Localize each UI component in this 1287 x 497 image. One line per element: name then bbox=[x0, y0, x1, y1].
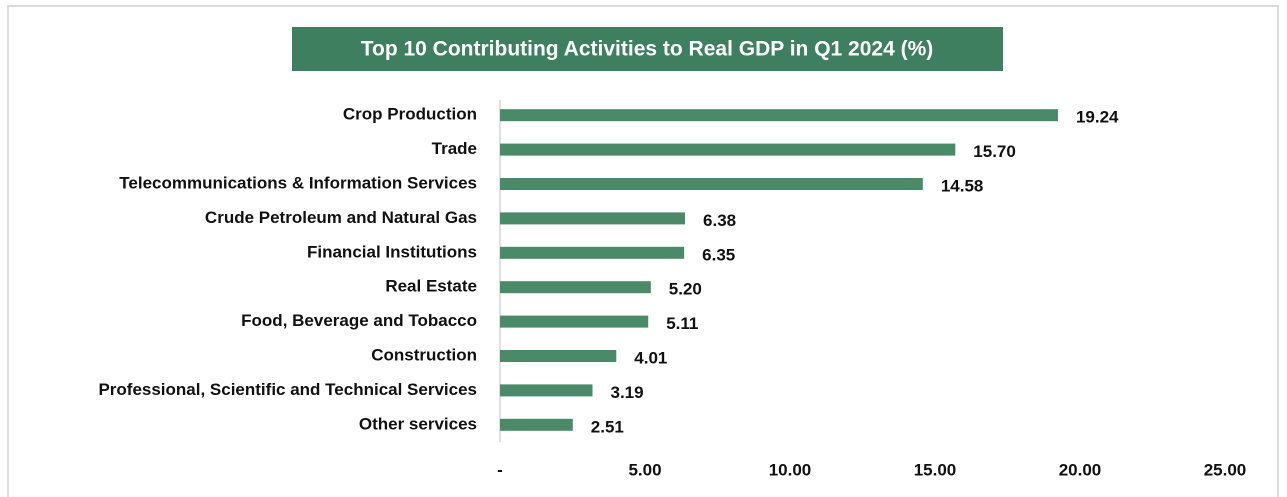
bar bbox=[500, 246, 685, 259]
value-label: 15.70 bbox=[973, 142, 1016, 161]
value-label: 19.24 bbox=[1076, 108, 1119, 127]
bar bbox=[500, 281, 651, 294]
title-box bbox=[292, 27, 1003, 71]
value-label: 2.51 bbox=[591, 417, 624, 436]
value-label: 14.58 bbox=[941, 176, 984, 195]
x-tick-label: 20.00 bbox=[1059, 460, 1102, 479]
x-tick-label: 10.00 bbox=[769, 460, 812, 479]
value-label: 3.19 bbox=[611, 383, 644, 402]
y-tick-label: Construction bbox=[371, 345, 477, 364]
x-tick-label: 25.00 bbox=[1204, 460, 1247, 479]
bar bbox=[500, 143, 956, 156]
bar bbox=[500, 384, 593, 397]
chart-title: Top 10 Contributing Activities to Real G… bbox=[361, 38, 934, 61]
bar bbox=[500, 212, 686, 225]
value-label: 5.11 bbox=[666, 314, 698, 333]
y-tick-label: Crop Production bbox=[343, 105, 477, 124]
y-tick-label: Real Estate bbox=[385, 277, 477, 296]
bar bbox=[500, 109, 1058, 122]
y-tick-label: Food, Beverage and Tobacco bbox=[241, 311, 477, 330]
y-tick-label: Other services bbox=[359, 414, 477, 433]
bar bbox=[500, 178, 923, 190]
bar bbox=[500, 315, 649, 328]
bar bbox=[500, 350, 617, 362]
value-label: 4.01 bbox=[634, 348, 667, 367]
x-tick-label: 5.00 bbox=[628, 460, 661, 479]
x-tick-label: 15.00 bbox=[914, 460, 957, 479]
y-tick-label: Financial Institutions bbox=[307, 242, 477, 261]
y-tick-label: Professional, Scientific and Technical S… bbox=[98, 380, 477, 399]
value-label: 5.20 bbox=[669, 280, 702, 299]
y-tick-label: Telecommunications & Information Service… bbox=[119, 173, 477, 192]
x-tick-label: - bbox=[497, 460, 503, 479]
value-label: 6.38 bbox=[703, 211, 736, 230]
bar bbox=[500, 418, 573, 431]
y-tick-label: Crude Petroleum and Natural Gas bbox=[205, 208, 477, 227]
value-label: 6.35 bbox=[702, 245, 735, 264]
y-tick-label: Trade bbox=[432, 139, 477, 158]
